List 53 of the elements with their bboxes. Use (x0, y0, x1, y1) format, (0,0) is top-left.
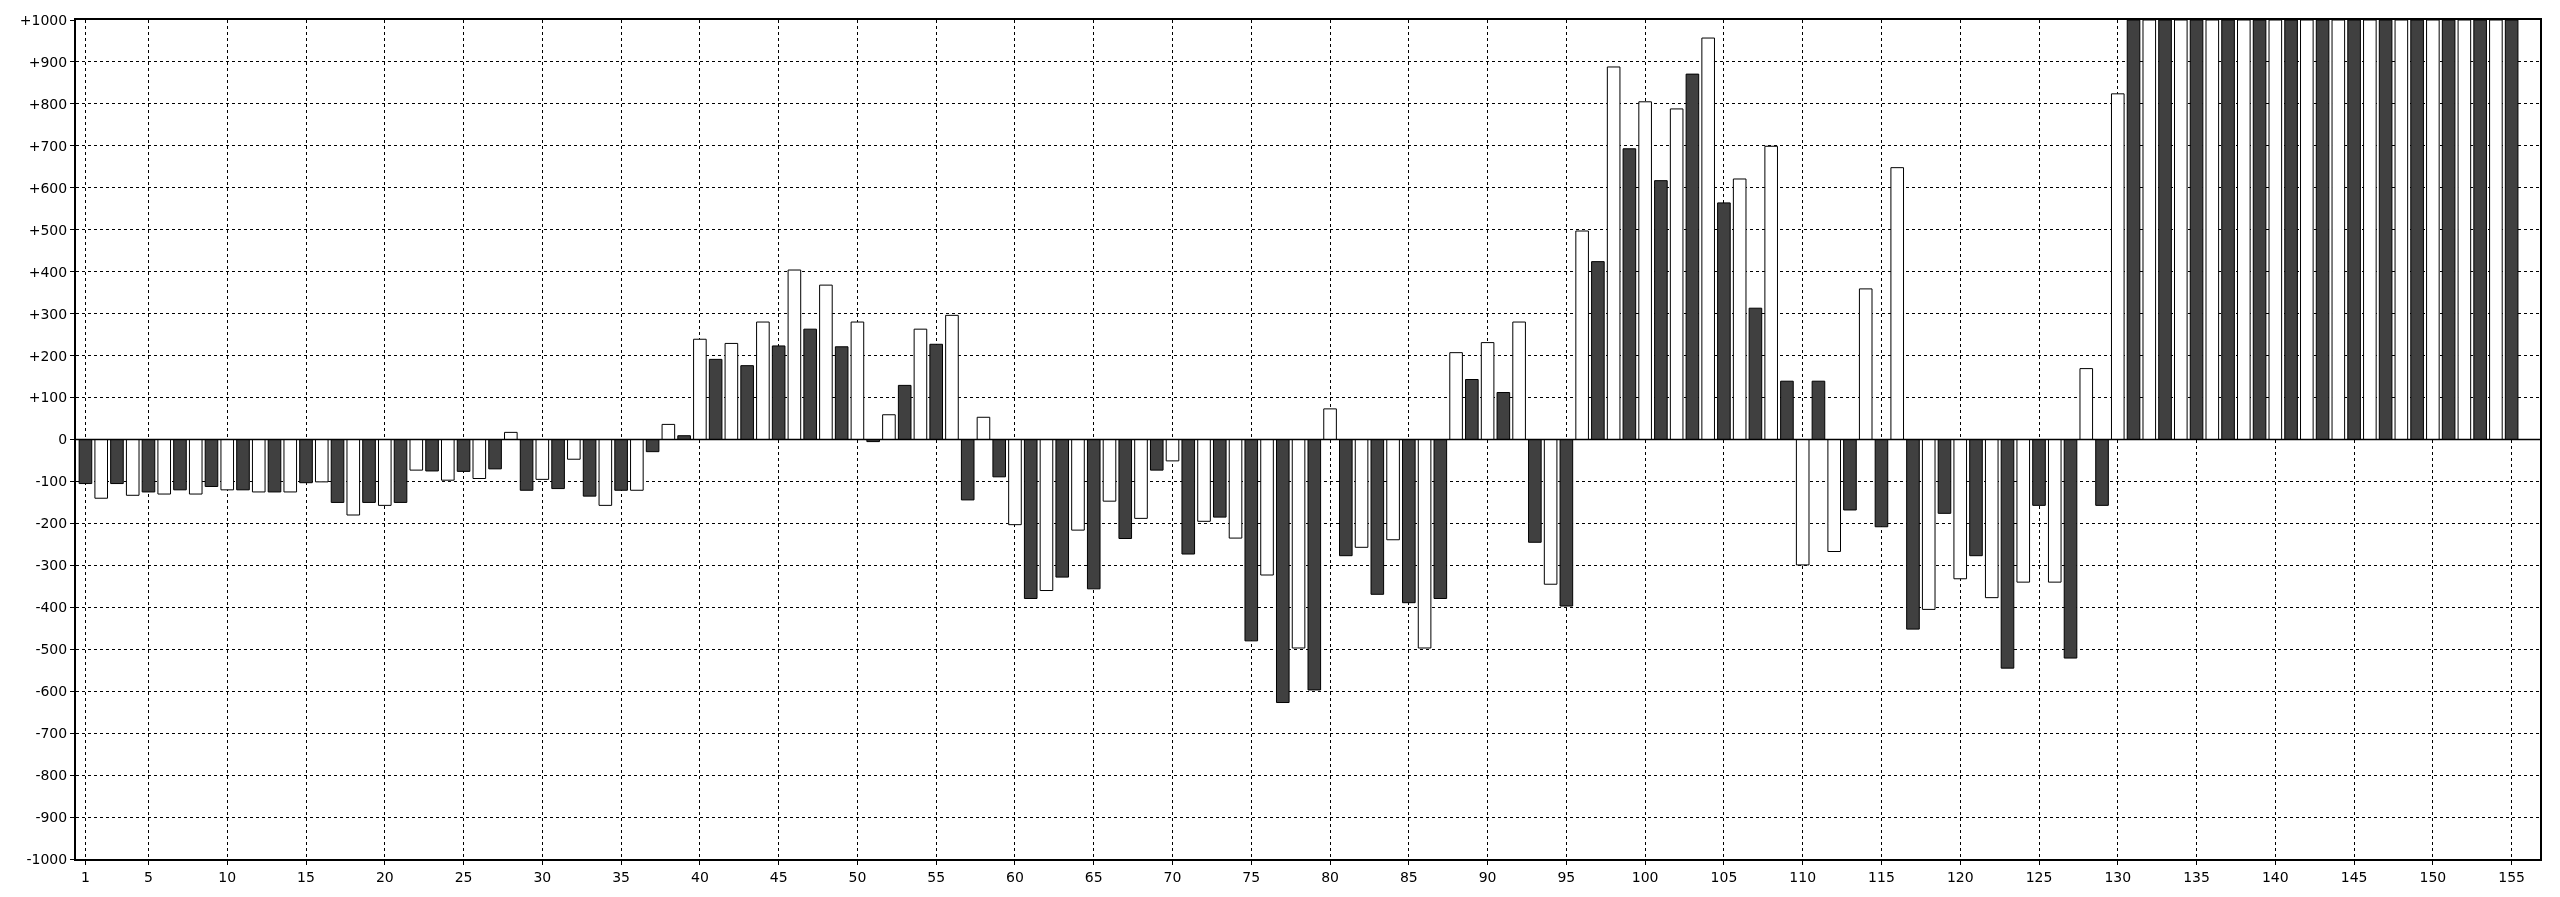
x-tick-label: 135 (2183, 868, 2210, 885)
y-tick-label: +1000 (19, 11, 68, 28)
y-tick-label: -900 (35, 808, 68, 825)
x-tick-label: 75 (1242, 868, 1261, 885)
x-tick-label: 110 (1789, 868, 1817, 885)
y-tick-label: +800 (28, 95, 68, 112)
x-tick-label: 115 (1868, 868, 1895, 885)
x-tick-label: 20 (375, 868, 394, 885)
x-tick-label: 130 (2104, 868, 2132, 885)
y-tick-label: +600 (28, 179, 68, 196)
y-tick-label: -600 (35, 683, 68, 700)
y-tick-label: +300 (28, 305, 68, 322)
x-tick-label: 30 (533, 868, 552, 885)
y-tick-label: -100 (35, 473, 68, 490)
y-tick-label: +500 (28, 221, 68, 238)
x-tick-label: 45 (769, 868, 788, 885)
y-tick-label: -200 (35, 515, 68, 532)
x-tick-label: 35 (612, 868, 631, 885)
y-tick-label: +200 (28, 347, 68, 364)
x-tick-label: 40 (690, 868, 709, 885)
x-tick-label: 70 (1163, 868, 1182, 885)
y-tick-label: +400 (28, 263, 68, 280)
y-tick-label: -400 (35, 599, 68, 616)
x-tick-label: 90 (1478, 868, 1497, 885)
x-tick-label: 95 (1557, 868, 1576, 885)
x-tick-label: 25 (454, 868, 473, 885)
x-tick-label: 85 (1399, 868, 1418, 885)
x-tick-label: 145 (2340, 868, 2368, 885)
y-tick-label: -500 (35, 641, 68, 658)
x-tick-label: 105 (1710, 868, 1738, 885)
y-tick-label: 0 (58, 431, 68, 448)
y-tick-label: +900 (28, 53, 68, 70)
x-tick-label: 140 (2261, 868, 2289, 885)
x-tick-label: 155 (2498, 868, 2526, 885)
x-tick-label: 50 (848, 868, 867, 885)
y-tick-label: -300 (35, 557, 68, 574)
x-tick-label: 120 (1946, 868, 1974, 885)
x-tick-label: 65 (1084, 868, 1103, 885)
x-tick-label: 55 (927, 868, 946, 885)
y-tick-label: -1000 (26, 850, 68, 867)
x-tick-label: 15 (297, 868, 315, 885)
y-tick-label: +100 (28, 389, 68, 406)
y-tick-label: -700 (35, 725, 68, 742)
x-tick-label: 80 (1321, 868, 1339, 885)
x-tick-label: 10 (218, 868, 237, 885)
x-tick-label: 100 (1631, 868, 1659, 885)
x-tick-label: 150 (2419, 868, 2447, 885)
x-tick-label: 60 (1006, 868, 1024, 885)
y-tick-label: -800 (35, 767, 68, 783)
y-tick-label: +700 (28, 137, 68, 154)
x-tick-label: 5 (144, 868, 153, 885)
x-tick-label: 125 (2025, 868, 2053, 885)
x-tick-label: 1 (80, 868, 90, 885)
